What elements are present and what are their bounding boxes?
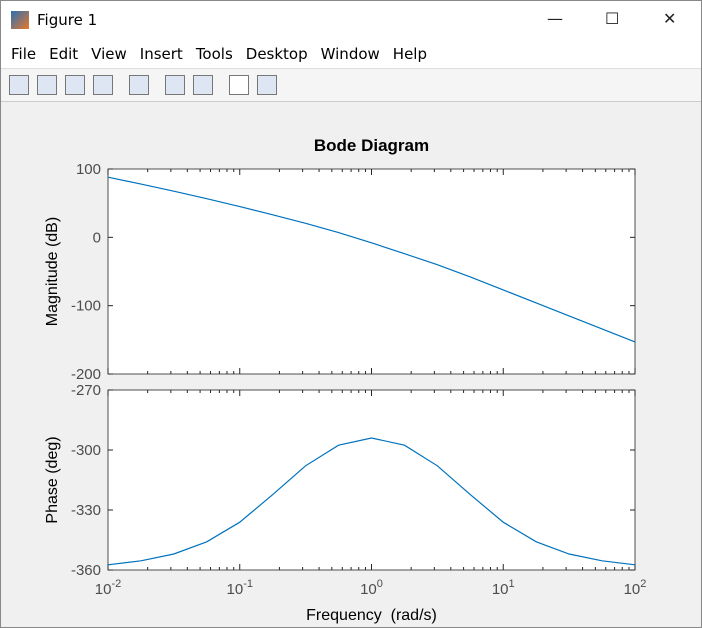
y-tick-label: -200 xyxy=(71,366,101,383)
tick-base: 10 xyxy=(95,581,112,598)
close-button[interactable]: ✕ xyxy=(663,9,677,28)
y-tick-label: -300 xyxy=(71,442,101,459)
menu-item[interactable]: Help xyxy=(392,44,427,63)
toolbar xyxy=(1,69,701,102)
menu-item[interactable]: Tools xyxy=(195,44,233,63)
menu-bar: File Edit View Insert Tools Desktop Window Help xyxy=(1,39,701,69)
y-tick-label: 100 xyxy=(76,161,101,178)
menu-item[interactable]: Insert xyxy=(139,44,183,63)
tick-base: 10 xyxy=(492,581,509,598)
save-button[interactable] xyxy=(65,75,85,95)
tick-exponent: 0 xyxy=(377,578,383,590)
tick-exponent: 1 xyxy=(509,578,515,590)
maximize-button[interactable]: ☐ xyxy=(605,9,620,28)
colorbar-button[interactable] xyxy=(165,75,185,95)
y-axis-label: Phase (deg) xyxy=(44,436,61,523)
tick-exponent: -2 xyxy=(111,578,121,590)
y-tick-label: 0 xyxy=(93,229,101,246)
data-line xyxy=(107,176,636,343)
data-line xyxy=(107,437,636,566)
tick-base: 10 xyxy=(360,581,377,598)
new-button[interactable] xyxy=(9,75,29,95)
tick-exponent: -1 xyxy=(243,578,253,590)
x-tick-label: 101 xyxy=(492,578,515,598)
legend-button[interactable] xyxy=(193,75,213,95)
y-tick-label: -270 xyxy=(71,382,101,399)
app-icon xyxy=(11,11,29,29)
y-tick-label: -360 xyxy=(71,562,101,579)
tick-base: 10 xyxy=(227,581,244,598)
x-tick-label: 10-2 xyxy=(95,578,121,598)
x-tick-label: 102 xyxy=(624,578,647,598)
tick-base: 10 xyxy=(624,581,641,598)
title-bar: Figure 1 — ☐ ✕ xyxy=(1,1,701,39)
menu-item[interactable]: View xyxy=(91,44,127,63)
x-tick-label: 10-1 xyxy=(227,578,253,598)
minimize-button[interactable]: — xyxy=(547,9,563,28)
pointer-button[interactable] xyxy=(229,75,249,95)
menu-item[interactable]: Edit xyxy=(49,44,79,63)
y-tick-label: -100 xyxy=(71,298,101,315)
axes-box xyxy=(107,168,636,375)
property-button[interactable] xyxy=(257,75,277,95)
window-title: Figure 1 xyxy=(37,11,98,29)
x-tick-label: 100 xyxy=(360,578,383,598)
menu-item[interactable]: Window xyxy=(320,44,380,63)
menu-item[interactable]: File xyxy=(11,44,37,63)
axes-box xyxy=(107,389,636,571)
chart-title: Bode Diagram xyxy=(314,136,429,155)
menu-item[interactable]: Desktop xyxy=(245,44,308,63)
y-tick-label: -330 xyxy=(71,502,101,519)
link-button[interactable] xyxy=(129,75,149,95)
y-axis-label: Magnitude (dB) xyxy=(44,217,61,326)
print-button[interactable] xyxy=(93,75,113,95)
x-axis-label: Frequency (rad/s) xyxy=(306,607,437,624)
tick-exponent: 2 xyxy=(640,578,646,590)
open-button[interactable] xyxy=(37,75,57,95)
